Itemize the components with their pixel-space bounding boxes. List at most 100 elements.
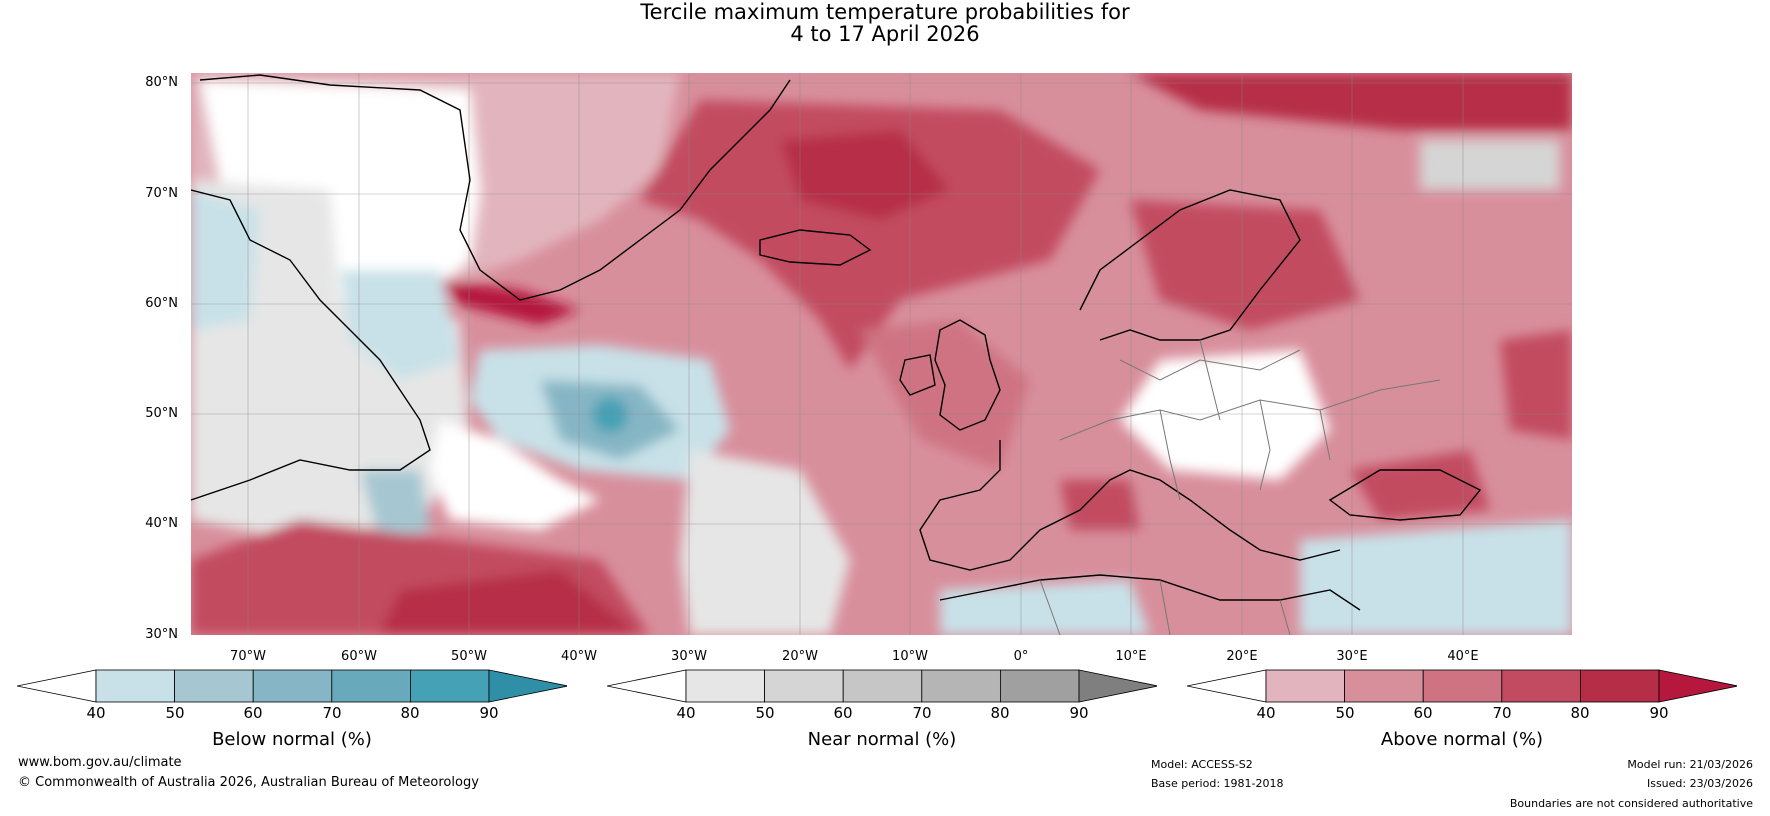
country-borders (1039, 339, 1441, 635)
legend-below-normal-label: Below normal (%) (212, 729, 372, 750)
shade-atlantic-white (430, 420, 600, 530)
lon-label-10e: 10°E (1115, 649, 1147, 664)
footer-base-period: Base period: 1981-2018 (1151, 777, 1284, 790)
coast-mediterranean-north (919, 440, 1341, 571)
shade-baffin-below (191, 190, 260, 330)
near-tick-60: 60 (833, 704, 853, 722)
shade-labrador-near (191, 180, 470, 540)
near-tick-50: 50 (755, 704, 775, 722)
near-bar-lower-extension (607, 669, 687, 703)
lon-label-40e: 40°E (1447, 649, 1479, 664)
shade-mediterranean-red (1060, 480, 1140, 530)
shade-azores-near (680, 450, 850, 635)
lat-label-80n: 80°N (145, 75, 178, 90)
lon-label-20e: 20°E (1226, 649, 1258, 664)
near-bar-segment-3 (842, 669, 923, 703)
near-bar-segment-1 (685, 669, 765, 703)
lat-label-40n: 40°N (145, 516, 178, 531)
above-tick-90: 90 (1649, 704, 1669, 722)
below-tick-40: 40 (86, 704, 106, 722)
below-tick-90: 90 (479, 704, 499, 722)
shade-central-europe-white (1120, 350, 1330, 480)
lat-label-70n: 70°N (145, 186, 178, 201)
below-tick-80: 80 (400, 704, 420, 722)
above-bar-segment-2 (1344, 669, 1424, 703)
above-tick-70: 70 (1492, 704, 1512, 722)
below-bar-lower-extension (17, 669, 97, 703)
shade-arctic-near (1420, 140, 1560, 190)
lon-label-20w: 20°W (782, 649, 818, 664)
below-bar-segment-4 (331, 669, 411, 703)
below-tick-70: 70 (322, 704, 342, 722)
shade-newfoundland-below (360, 470, 430, 540)
near-tick-70: 70 (912, 704, 932, 722)
coast-black-sea (1328, 469, 1482, 521)
lon-label-30e: 30°E (1336, 649, 1368, 664)
chart-title-line1: Tercile maximum temperature probabilitie… (640, 0, 1130, 24)
footer-copyright: © Commonwealth of Australia 2026, Austra… (18, 775, 479, 790)
map-field (191, 73, 1572, 635)
lat-label-60n: 60°N (145, 296, 178, 311)
colorbar-above-normal (1187, 669, 1737, 703)
above-bar-upper-extension (1658, 669, 1737, 703)
coast-ireland (899, 354, 936, 396)
lon-label-10w: 10°W (892, 649, 928, 664)
above-tick-60: 60 (1413, 704, 1433, 722)
footer-disclaimer: Boundaries are not considered authoritat… (1509, 797, 1753, 810)
lon-label-50w: 50°W (451, 649, 487, 664)
footer-model-run: Model run: 21/03/2026 (1627, 758, 1753, 771)
shade-barents-darkred (1130, 73, 1572, 130)
above-bar-segment-4 (1501, 669, 1581, 703)
coastlines (191, 74, 1482, 611)
above-bar-segment-1 (1265, 669, 1345, 703)
lon-label-30w: 30°W (671, 649, 707, 664)
near-bar-upper-extension (1078, 669, 1157, 703)
map-gridlines (191, 73, 1572, 635)
footer-issued: Issued: 23/03/2026 (1646, 777, 1753, 790)
footer-website: www.bom.gov.au/climate (18, 755, 182, 770)
coast-britain (934, 319, 1001, 431)
above-tick-40: 40 (1256, 704, 1276, 722)
lon-label-60w: 60°W (341, 649, 377, 664)
near-bar-segment-4 (921, 669, 1001, 703)
legend-near-normal-label: Near normal (%) (807, 729, 957, 750)
near-tick-40: 40 (676, 704, 696, 722)
below-bar-segment-3 (252, 669, 333, 703)
chart-title-line2: 4 to 17 April 2026 (790, 22, 980, 46)
above-bar-segment-5 (1579, 669, 1660, 703)
colorbar-below-normal (17, 669, 567, 703)
shade-atlantic-below-peak (592, 397, 628, 433)
legend-above-normal-label: Above normal (%) (1380, 729, 1544, 750)
lon-label-0: 0° (1013, 649, 1029, 664)
below-bar-segment-5 (409, 669, 490, 703)
coast-iceland (759, 229, 872, 266)
below-bar-segment-1 (95, 669, 175, 703)
below-tick-50: 50 (165, 704, 185, 722)
coast-scandinavia (1079, 189, 1301, 341)
near-bar-segment-5 (999, 669, 1080, 703)
shade-middle-east-below (1300, 520, 1572, 635)
shade-black-sea-red (1350, 450, 1490, 520)
coast-greenland (199, 74, 791, 301)
below-bar-upper-extension (488, 669, 567, 703)
near-tick-90: 90 (1069, 704, 1089, 722)
shade-greenland-tip-red (440, 280, 580, 325)
below-bar-segment-2 (174, 669, 254, 703)
above-bar-lower-extension (1187, 669, 1267, 703)
shade-caspian-red (1500, 330, 1572, 440)
shade-scandinavia-red (1130, 200, 1360, 330)
lon-label-40w: 40°W (561, 649, 597, 664)
shade-north-africa-below (940, 580, 1150, 635)
below-tick-60: 60 (243, 704, 263, 722)
shade-norwegian-sea-red (640, 100, 1100, 370)
lon-label-70w: 70°W (230, 649, 266, 664)
shade-subtropic-darkred (380, 570, 640, 635)
shade-norwegian-sea-darkred (780, 130, 950, 220)
above-tick-50: 50 (1335, 704, 1355, 722)
above-tick-80: 80 (1570, 704, 1590, 722)
near-bar-segment-2 (764, 669, 844, 703)
above-bar-segment-3 (1422, 669, 1503, 703)
shade-labsea-below (340, 270, 460, 380)
colorbar-near-normal (607, 669, 1157, 703)
